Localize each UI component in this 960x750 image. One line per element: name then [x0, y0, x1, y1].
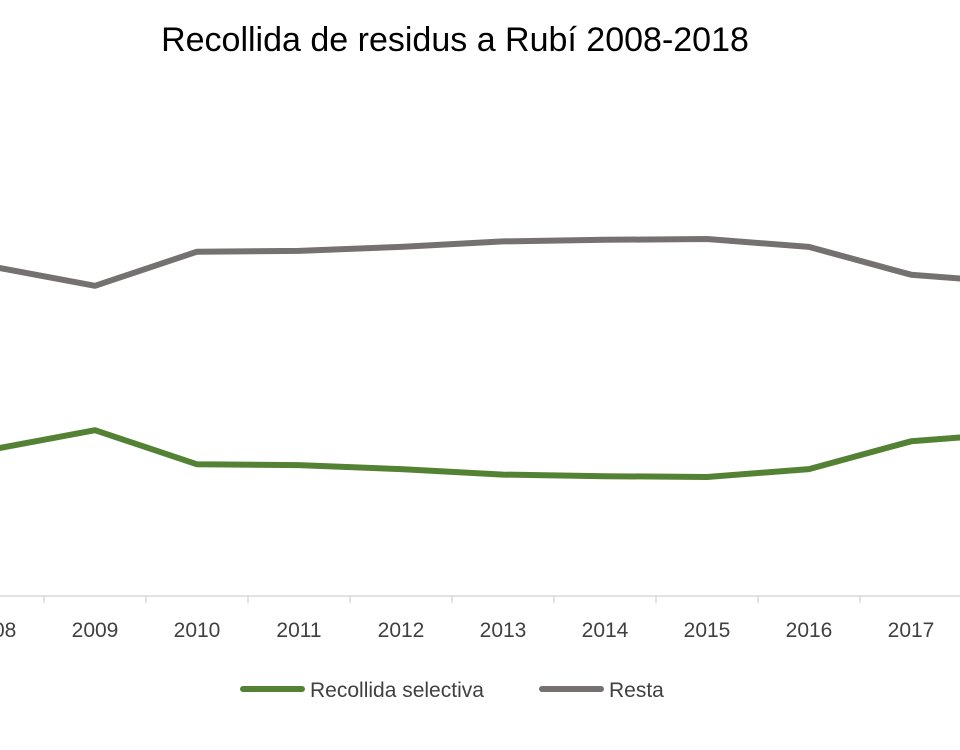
x-tick-label: 2017: [888, 619, 935, 642]
x-tick-label: 2009: [72, 619, 119, 642]
legend-label: Resta: [609, 679, 664, 702]
x-tick-label: 2015: [684, 619, 731, 642]
x-tick-label: 2016: [786, 619, 833, 642]
x-tick-label: 2011: [276, 619, 321, 642]
legend-label: Recollida selectiva: [310, 679, 484, 702]
x-tick-label: 2014: [582, 619, 629, 642]
chart-title: Recollida de residus a Rubí 2008-2018: [161, 21, 749, 59]
series-line-resta: [0, 236, 960, 289]
x-axis: 2008 2009 2010 2011 2012 2013 2014 2015 2016 2017…: [0, 595, 960, 642]
series-line-recollida-selectiva: [0, 427, 960, 480]
legend: Recollida selectiva Resta: [240, 679, 664, 702]
plot-area: [0, 236, 960, 480]
x-tick-label: 2013: [480, 619, 527, 642]
x-tick-label: 2010: [174, 619, 221, 642]
x-tick-label: 2008: [0, 619, 16, 642]
x-tick-label: 2012: [378, 619, 425, 642]
